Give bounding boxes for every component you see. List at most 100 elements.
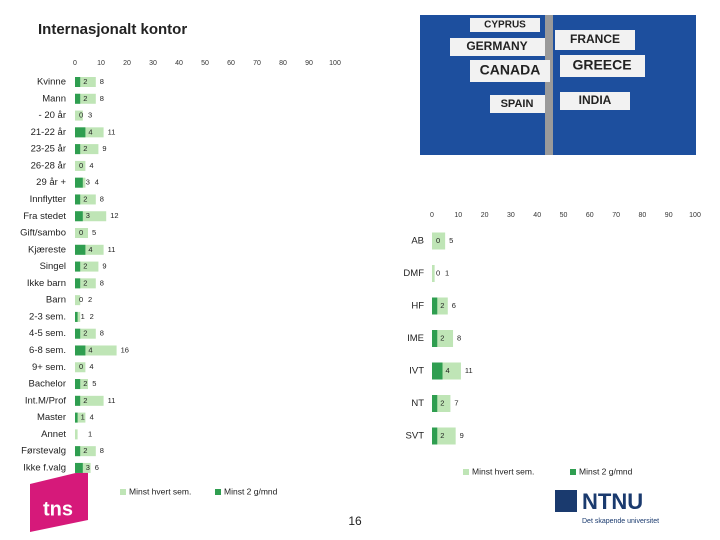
bar: [432, 427, 438, 445]
category-label: Førstevalg: [21, 446, 66, 457]
logo-text: tns: [43, 498, 73, 520]
x-tick-label: 0: [73, 60, 77, 67]
bar: [432, 362, 443, 380]
category-label: Innflytter: [30, 194, 66, 205]
signpost: [545, 15, 553, 155]
sign: [490, 95, 545, 113]
x-tick-label: 10: [454, 212, 462, 219]
category-label: Bachelor: [29, 379, 67, 390]
data-label: 1: [445, 268, 449, 277]
category-label: IVT: [409, 366, 424, 377]
legend-label: Minst hvert sem.: [129, 486, 191, 496]
data-label: 0: [79, 362, 83, 371]
category-label: 26-28 år: [31, 160, 66, 171]
logo-mark: [555, 490, 577, 512]
data-label: 2: [83, 329, 87, 338]
category-label: IME: [407, 333, 424, 344]
bar: [75, 295, 81, 306]
page-number: 16: [348, 514, 362, 528]
x-tick-label: 60: [586, 212, 594, 219]
data-label: 6: [95, 463, 99, 472]
data-label: 2: [83, 94, 87, 103]
bar: [75, 345, 117, 356]
bar: [75, 395, 104, 406]
sign-text: GREECE: [572, 57, 631, 73]
x-tick-label: 60: [227, 60, 235, 67]
x-tick-label: 40: [533, 212, 541, 219]
x-tick-label: 80: [279, 60, 287, 67]
bar: [432, 395, 438, 412]
bar: [432, 265, 435, 282]
photo: CYPRUS GERMANY FRANCE CANADA GREECE SPAI…: [420, 15, 696, 155]
legend-label: Minst hvert sem.: [472, 466, 534, 476]
bar: [75, 110, 83, 121]
legend-swatch: [570, 469, 576, 475]
bar: [75, 395, 81, 406]
data-label: 5: [92, 228, 96, 237]
bar: [75, 177, 83, 188]
sign: [470, 18, 540, 32]
bar: [75, 244, 104, 255]
data-label: 4: [88, 127, 92, 136]
bar: [75, 446, 81, 457]
category-label: 2-3 sem.: [29, 311, 66, 322]
legend-swatch: [120, 489, 126, 495]
bar: [75, 244, 86, 255]
x-tick-label: 30: [507, 212, 515, 219]
bar: [75, 412, 78, 423]
data-label: 16: [121, 345, 129, 354]
x-tick-label: 50: [201, 60, 209, 67]
data-label: 11: [108, 127, 116, 136]
category-label: Int.M/Prof: [25, 395, 67, 406]
bar: [75, 194, 81, 205]
data-label: 4: [90, 413, 94, 422]
bar: [75, 211, 107, 222]
data-label: 6: [452, 301, 456, 310]
bar: [432, 297, 438, 315]
data-label: 0: [79, 161, 83, 170]
category-label: NT: [411, 398, 424, 409]
x-tick-label: 70: [612, 212, 620, 219]
x-tick-label: 50: [560, 212, 568, 219]
data-label: 8: [100, 94, 104, 103]
bar: [75, 328, 81, 339]
data-label: 0: [436, 236, 440, 245]
data-label: 11: [465, 366, 473, 375]
bar: [75, 144, 99, 155]
x-tick-label: 30: [149, 60, 157, 67]
sign: [560, 92, 630, 110]
x-tick-label: 100: [329, 60, 341, 67]
bar: [75, 345, 86, 356]
legend-swatch: [215, 489, 221, 495]
data-label: 11: [108, 245, 116, 254]
category-label: Singel: [40, 261, 66, 272]
bar: [75, 77, 96, 87]
category-label: Ikke barn: [27, 278, 66, 289]
category-label: - 20 år: [39, 110, 66, 121]
data-label: 4: [95, 178, 99, 187]
category-label: 21-22 år: [31, 127, 66, 138]
data-label: 8: [100, 77, 104, 86]
data-label: 12: [110, 211, 118, 220]
data-label: 2: [83, 379, 87, 388]
data-label: 0: [79, 295, 83, 304]
x-tick-label: 70: [253, 60, 261, 67]
sign: [470, 60, 550, 82]
bar: [75, 160, 86, 171]
bar: [75, 379, 88, 390]
category-label: 4-5 sem.: [29, 328, 66, 339]
x-tick-label: 90: [665, 212, 673, 219]
logo-shape: [30, 470, 88, 532]
sign-text: SPAIN: [501, 98, 534, 110]
category-label: Master: [37, 412, 66, 423]
data-label: 8: [457, 333, 461, 342]
bar: [75, 261, 99, 272]
data-label: 2: [440, 333, 444, 342]
data-label: 1: [81, 312, 85, 321]
data-label: 5: [92, 379, 96, 388]
bar: [432, 427, 456, 445]
data-label: 3: [88, 111, 92, 120]
logo-tagline: Det skapende universitet: [582, 518, 659, 525]
